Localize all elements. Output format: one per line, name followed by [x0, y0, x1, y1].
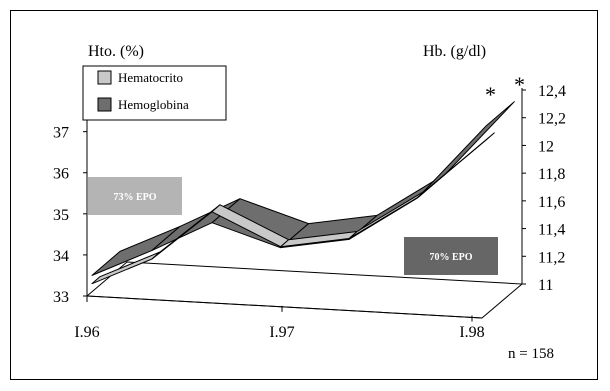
sample-size-note: n = 158	[508, 346, 554, 362]
right-axis-tick-label: 12,2	[538, 111, 566, 128]
left-axis-tick-label: 33	[53, 289, 69, 306]
right-axis-title: Hb. (g/dl)	[423, 43, 486, 60]
x-axis-tick-label: I.98	[459, 324, 484, 341]
legend-swatch-hemoglobina	[97, 97, 112, 112]
right-axis-tick-label: 12	[538, 138, 554, 155]
right-axis-tick-label: 11	[538, 277, 553, 294]
legend-label-hematocrito: Hematocrito	[118, 70, 183, 85]
epo-box-left	[88, 177, 182, 215]
x-axis-line	[86, 295, 483, 319]
left-axis-tick-label: 35	[53, 207, 69, 224]
left-axis-tick-label: 36	[53, 166, 69, 183]
x-axis-tick-label: I.96	[74, 324, 99, 341]
right-axis-tick-label: 11,4	[538, 222, 565, 239]
significance-asterisk-2: *	[514, 72, 525, 97]
epo-box-left-label: 73% EPO	[113, 192, 156, 203]
epo-box-right	[404, 237, 498, 275]
series-hematocrito	[91, 132, 495, 285]
legend: Hematocrito Hemoglobina	[82, 65, 227, 121]
legend-swatch-hematocrito	[97, 70, 112, 85]
left-axis-tick-label: 34	[53, 248, 69, 265]
series-segment	[417, 101, 515, 199]
right-axis-tick-label: 11,2	[538, 249, 565, 266]
epo-box-right-label: 70% EPO	[429, 252, 472, 263]
right-axis-tick-label: 11,6	[538, 194, 565, 211]
legend-label-hemoglobina: Hemoglobina	[118, 97, 189, 112]
series-segment	[348, 189, 427, 239]
right-axis-tick-label: 12,4	[538, 83, 566, 100]
right-axis-tick-label: 11,8	[538, 166, 565, 183]
left-axis-title: Hto. (%)	[88, 43, 144, 60]
series-segment	[417, 132, 495, 198]
left-axis-tick-label: 37	[53, 125, 69, 142]
significance-asterisk-1: *	[485, 82, 496, 107]
x-axis-tick-label: I.97	[269, 324, 294, 341]
